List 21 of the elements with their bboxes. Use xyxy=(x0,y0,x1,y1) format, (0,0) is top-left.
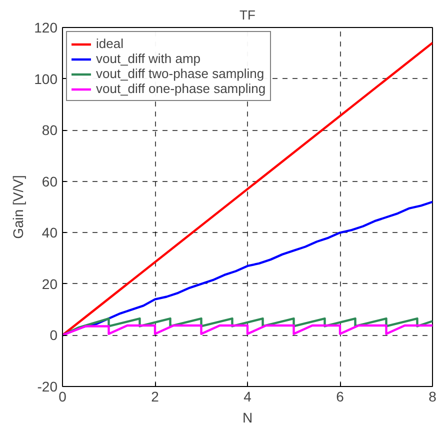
legend-label: vout_diff with amp xyxy=(96,51,201,66)
line-series xyxy=(62,317,432,336)
chart-title: TF xyxy=(240,8,256,22)
y-axis-title: Gain [V/V] xyxy=(10,175,26,239)
legend-label: ideal xyxy=(96,36,124,51)
y-tick-label: 120 xyxy=(34,20,58,36)
y-tick-label: 100 xyxy=(34,70,58,87)
x-axis-title: N xyxy=(242,410,253,426)
y-tick-label: 60 xyxy=(42,173,58,190)
line-series xyxy=(62,324,432,336)
y-tick-label: -20 xyxy=(37,378,58,394)
y-tick-label: 80 xyxy=(42,122,58,138)
y-tick-label: 0 xyxy=(50,327,58,344)
x-tick-label: 8 xyxy=(428,388,437,404)
y-tick-label: 40 xyxy=(42,224,58,241)
x-tick-label: 4 xyxy=(244,388,252,404)
legend-label: vout_diff two-phase sampling xyxy=(96,66,264,81)
y-tick-label: 20 xyxy=(42,276,58,292)
legend-label: vout_diff one-phase sampling xyxy=(96,81,266,96)
x-tick-label: 6 xyxy=(336,388,344,404)
x-tick-label: 2 xyxy=(151,388,160,404)
